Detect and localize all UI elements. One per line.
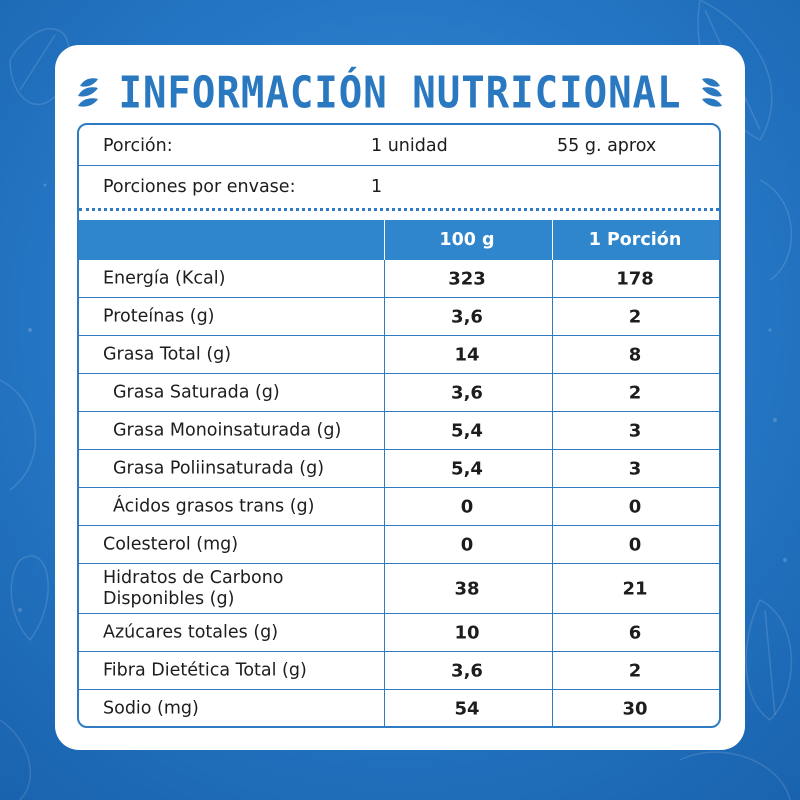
servings-per-package-value: 1 [371,177,383,197]
value-per-portion: 6 [628,622,642,643]
nutrient-label: Sodio (mg) [103,698,199,719]
column-header-portion: 1 Porción [588,230,682,250]
column-divider [552,260,553,726]
value-per-100g: 10 [454,622,480,643]
value-per-100g: 38 [454,578,480,599]
table-row: Proteínas (g) 3,6 2 [79,298,719,336]
value-per-100g: 3,6 [451,382,483,403]
table-header: 100 g 1 Porción [79,220,719,260]
nutrient-label: Grasa Monoinsaturada (g) [113,420,342,440]
value-per-portion: 0 [628,496,642,517]
header-divider [552,220,553,260]
value-per-100g: 3,6 [451,660,483,681]
value-per-100g: 5,4 [451,458,483,479]
table-row: Ácidos grasos trans (g) 0 0 [79,488,719,526]
value-per-100g: 14 [454,344,480,365]
value-per-portion: 2 [628,382,642,403]
serving-weight: 55 g. aprox [557,136,657,156]
divider [79,165,719,166]
dotted-divider [79,208,719,211]
table-row: Grasa Poliinsaturada (g) 5,4 3 [79,450,719,488]
title-row: INFORMACIÓN NUTRICIONAL [55,65,745,121]
nutrition-table: Porción: 1 unidad 55 g. aprox Porciones … [77,123,721,728]
nutrient-label: Fibra Dietética Total (g) [103,660,307,680]
table-row: Colesterol (mg) 0 0 [79,526,719,564]
nutrient-label: Energía (Kcal) [103,268,226,288]
value-per-100g: 323 [448,268,486,289]
table-row: Fibra Dietética Total (g) 3,6 2 [79,652,719,690]
table-row: Sodio (mg) 54 30 [79,690,719,726]
serving-label: Porción: [103,136,173,156]
serving-size-row: Porción: 1 unidad 55 g. aprox [79,125,719,165]
nutrition-card: INFORMACIÓN NUTRICIONAL Porción: 1 unida… [55,45,745,750]
nutrient-label: Ácidos grasos trans (g) [113,496,315,516]
column-divider [384,260,385,726]
value-per-portion: 8 [628,344,642,365]
table-row: Azúcares totales (g) 10 6 [79,614,719,652]
table-row: Grasa Total (g) 14 8 [79,336,719,374]
table-row: Grasa Saturada (g) 3,6 2 [79,374,719,412]
table-row: Grasa Monoinsaturada (g) 5,4 3 [79,412,719,450]
value-per-100g: 0 [460,496,474,517]
nutrient-label: Proteínas (g) [103,306,215,326]
serving-value: 1 unidad [371,136,448,156]
value-per-100g: 5,4 [451,420,483,441]
column-header-100g: 100 g [439,230,495,250]
servings-per-package-label: Porciones por envase: [103,177,296,197]
servings-per-package-row: Porciones por envase: 1 [79,166,719,206]
nutrient-label: Grasa Saturada (g) [113,382,280,402]
value-per-100g: 54 [454,698,480,720]
almond-right-icon [701,78,722,107]
page-title: INFORMACIÓN NUTRICIONAL [118,67,682,119]
nutrient-label: Colesterol (mg) [103,534,239,554]
value-per-portion: 21 [622,578,648,599]
value-per-portion: 178 [616,268,654,289]
value-per-portion: 2 [628,306,642,327]
nutrient-rows: Energía (Kcal) 323 178 Proteínas (g) 3,6… [79,260,719,726]
header-divider [384,220,385,260]
value-per-portion: 0 [628,534,642,555]
value-per-portion: 3 [628,458,642,479]
value-per-100g: 3,6 [451,306,483,327]
table-row: Energía (Kcal) 323 178 [79,260,719,298]
value-per-portion: 30 [622,698,648,720]
value-per-portion: 2 [628,660,642,681]
nutrient-label: Hidratos de Carbono Disponibles (g) [103,567,284,609]
nutrient-label: Azúcares totales (g) [103,622,279,642]
table-row: Hidratos de Carbono Disponibles (g) 38 2… [79,564,719,614]
almond-left-icon [78,78,99,107]
nutrient-label: Grasa Total (g) [103,344,232,364]
nutrient-label: Grasa Poliinsaturada (g) [113,458,325,478]
value-per-100g: 0 [460,534,474,555]
value-per-portion: 3 [628,420,642,441]
